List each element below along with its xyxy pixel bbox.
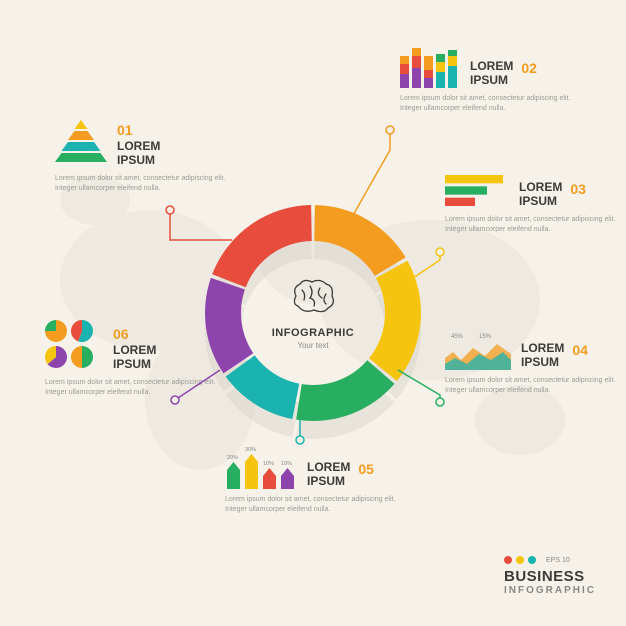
callout-title2: IPSUM: [470, 74, 513, 88]
center-block: INFOGRAPHIC Your text: [258, 276, 368, 350]
callout-number: 02: [521, 60, 537, 76]
callout-title: LOREM: [307, 461, 350, 475]
callout-5: 20% 30% 10% 10% LOREMIPSUM 05 Lorem ipsum dolo…: [225, 445, 405, 515]
callout-title2: IPSUM: [521, 356, 564, 370]
callout-desc: Lorem ipsum dolor sit amet, consectetur …: [45, 378, 225, 398]
svg-text:10%: 10%: [281, 461, 292, 467]
callout-desc: Lorem ipsum dolor sit amet, consectetur …: [55, 174, 235, 194]
footer-title: BUSINESS: [504, 568, 596, 585]
callout-desc: Lorem ipsum dolor sit amet, consectetur …: [400, 94, 580, 114]
callout-desc: Lorem ipsum dolor sit amet, consectetur …: [445, 215, 625, 235]
callout-number: 06: [113, 326, 156, 342]
callout-title2: IPSUM: [117, 154, 160, 168]
mini-chart-pies: [45, 320, 103, 368]
callout-4: 45% 15% LOREMIPSUM 04 Lorem ipsum dolor sit …: [445, 330, 625, 396]
mini-chart-arrows: 20% 30% 10% 10%: [225, 445, 297, 489]
callout-title: LOREM: [113, 344, 156, 358]
mini-chart-area: 45% 15%: [445, 330, 511, 370]
callout-title: LOREM: [521, 342, 564, 356]
center-title: INFOGRAPHIC: [258, 327, 368, 339]
mini-chart-stacked-bars: [400, 48, 460, 88]
footer-dot: [504, 556, 512, 564]
callout-number: 01: [117, 122, 160, 138]
eps-label: EPS 10: [546, 557, 570, 564]
callout-title: LOREM: [470, 60, 513, 74]
callout-number: 03: [570, 181, 586, 197]
callout-title2: IPSUM: [307, 475, 350, 489]
svg-text:45%: 45%: [451, 334, 464, 340]
callout-title2: IPSUM: [113, 358, 156, 372]
callout-desc: Lorem ipsum dolor sit amet, consectetur …: [445, 376, 625, 396]
svg-text:30%: 30%: [245, 447, 256, 453]
footer: EPS 10 BUSINESS INFOGRAPHIC: [504, 556, 596, 596]
callout-title2: IPSUM: [519, 195, 562, 209]
callout-2: LOREMIPSUM 02 Lorem ipsum dolor sit amet, …: [400, 48, 580, 114]
footer-dot: [528, 556, 536, 564]
footer-dot: [516, 556, 524, 564]
mini-chart-pyramid: 20%20%20%20%: [55, 120, 107, 164]
center-sub: Your text: [258, 341, 368, 350]
footer-dots: EPS 10: [504, 556, 596, 564]
brain-icon: [286, 276, 340, 316]
mini-chart-hbar: [445, 175, 509, 209]
callout-1: 20%20%20%20% 01 LOREMIPSUM Lorem ipsum dolo…: [55, 120, 235, 194]
svg-text:20%: 20%: [227, 455, 238, 461]
callout-number: 04: [572, 342, 588, 358]
callout-3: LOREMIPSUM 03 Lorem ipsum dolor sit amet, …: [445, 175, 625, 235]
callout-title: LOREM: [519, 181, 562, 195]
svg-text:10%: 10%: [263, 461, 274, 467]
callout-number: 05: [358, 461, 374, 477]
svg-text:15%: 15%: [479, 334, 492, 340]
footer-subtitle: INFOGRAPHIC: [504, 585, 596, 596]
callout-title: LOREM: [117, 140, 160, 154]
callout-desc: Lorem ipsum dolor sit amet, consectetur …: [225, 495, 405, 515]
callout-6: 06 LOREMIPSUM Lorem ipsum dolor sit amet, …: [45, 320, 225, 398]
